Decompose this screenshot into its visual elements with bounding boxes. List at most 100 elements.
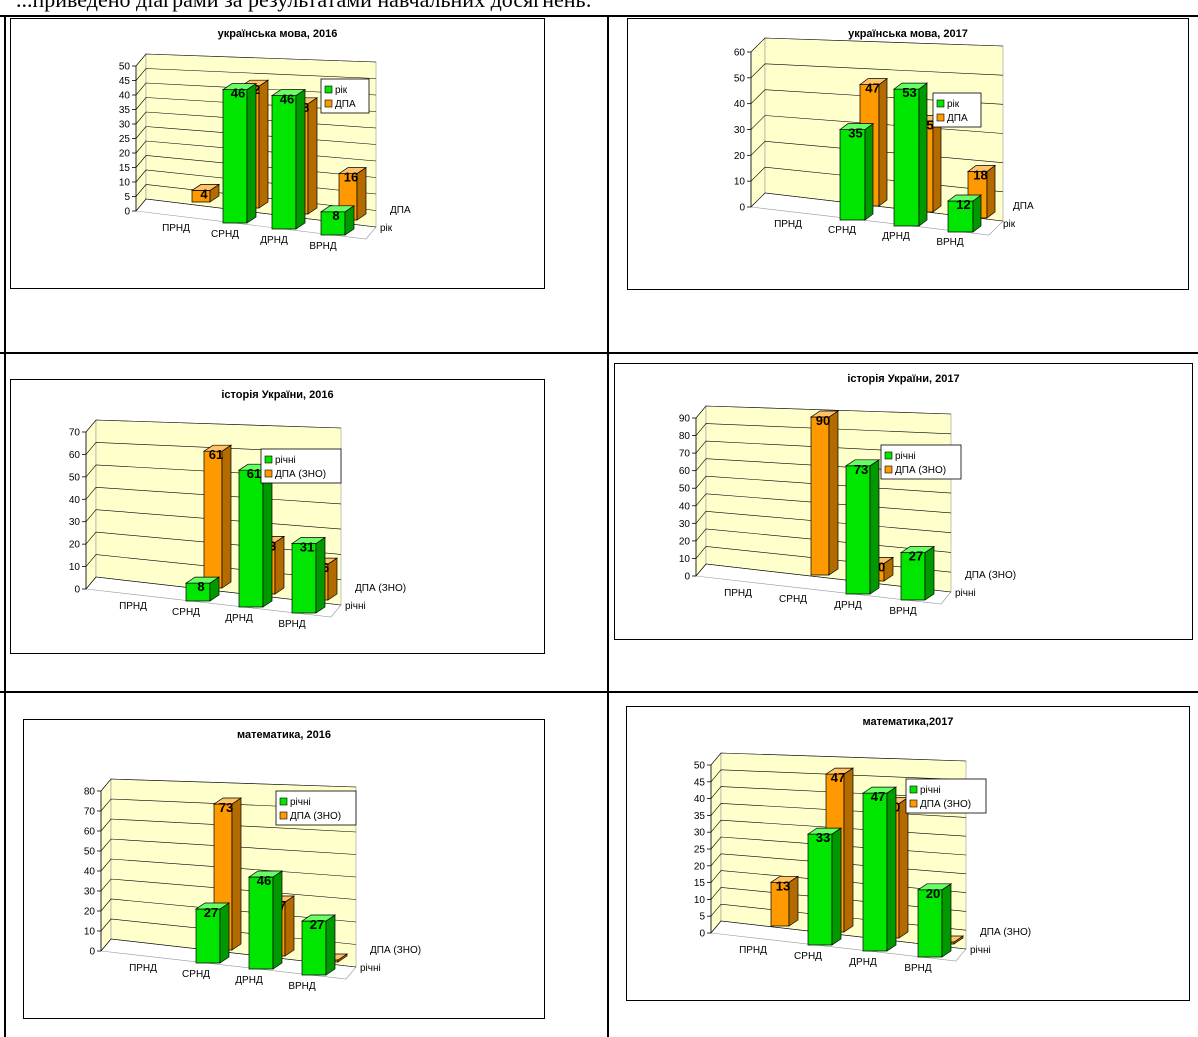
chart-math-2017: математика,2017 0 5 10 15 20 25 30 35 40 45 50 13 47 4… xyxy=(626,706,1190,1001)
bar-back-ПРНД xyxy=(769,875,800,927)
bar-side xyxy=(307,97,318,215)
y-tick-label: 45 xyxy=(694,777,706,788)
x-tick-label: ПРНД xyxy=(724,588,752,599)
data-label: 13 xyxy=(776,878,790,893)
bar-front-СРНД xyxy=(221,82,258,224)
gridline xyxy=(85,442,342,455)
y-tick-label: 25 xyxy=(694,845,706,856)
bar-side xyxy=(219,902,230,964)
legend-label: річні xyxy=(290,797,311,808)
data-label: 20 xyxy=(926,886,940,901)
y-tick-label: 10 xyxy=(734,177,746,188)
data-label: 8 xyxy=(197,579,204,594)
y-tick-label: 15 xyxy=(119,163,131,174)
data-label: 61 xyxy=(247,466,261,481)
chart-svg: українська мова, 2017 0 10 20 30 40 50 60 47 35 18… xyxy=(734,28,1034,248)
legend-box xyxy=(932,92,982,128)
legend-swatch xyxy=(884,465,893,474)
gridline xyxy=(695,440,952,454)
bar-side xyxy=(262,463,273,608)
chart-side-wall xyxy=(85,419,97,590)
y-tick-label: 20 xyxy=(694,861,706,872)
y-tick-label: 0 xyxy=(684,572,690,583)
x-tick-label: ВРНД xyxy=(889,606,917,617)
bar-front-ДРНД xyxy=(844,459,881,595)
bar-side xyxy=(878,77,888,207)
x-tick-label: ПРНД xyxy=(739,945,767,956)
bar-front-СРНД xyxy=(806,827,843,946)
data-label: 35 xyxy=(848,126,862,141)
bar-front-ВРНД xyxy=(290,536,327,614)
y-tick-label: 40 xyxy=(694,794,706,805)
bar-side xyxy=(869,459,880,595)
data-label: 27 xyxy=(909,549,923,564)
data-label: 47 xyxy=(865,81,879,96)
bar-top xyxy=(319,205,356,213)
y-tick-label: 50 xyxy=(119,62,131,73)
bar-front-ВРНД xyxy=(319,205,356,236)
gridline xyxy=(695,423,952,436)
x-tick-label: ВРНД xyxy=(904,963,932,974)
bar-top xyxy=(221,83,258,90)
depth-label: річні xyxy=(970,945,991,956)
bar-side xyxy=(272,870,283,970)
depth-label: ДПА (ЗНО) xyxy=(980,927,1031,938)
bar-face xyxy=(238,469,264,608)
bar-back-ПРНД xyxy=(190,183,221,203)
y-tick-label: 30 xyxy=(734,125,746,136)
data-label: 16 xyxy=(344,170,358,185)
x-tick-label: ДРНД xyxy=(834,600,862,611)
bar-side xyxy=(898,796,909,939)
table-border-middle xyxy=(607,15,609,1037)
y-tick-label: 30 xyxy=(679,519,691,530)
bar-side xyxy=(831,827,842,946)
legend-label: рік xyxy=(335,85,348,96)
bar-front-ДРНД xyxy=(237,463,274,608)
chart-svg: історія України, 20160102030405060706123… xyxy=(69,389,406,630)
bar-face xyxy=(807,833,833,946)
bar-front-ВРНД xyxy=(300,914,337,976)
y-tick-label: 20 xyxy=(734,151,746,162)
x-tick-label: СРНД xyxy=(211,229,239,240)
bar-side xyxy=(221,444,232,589)
y-tick-label: 70 xyxy=(679,449,691,460)
legend-box xyxy=(880,444,962,480)
y-tick-label: 60 xyxy=(734,48,746,59)
bar-side xyxy=(315,536,326,614)
y-tick-label: 70 xyxy=(84,807,96,818)
chart-title: математика, 2016 xyxy=(237,729,331,741)
data-label: 73 xyxy=(219,800,233,815)
bar-top xyxy=(337,167,368,174)
x-tick-label: ДРНД xyxy=(849,957,877,968)
data-label: 12 xyxy=(956,197,970,212)
y-tick-label: 60 xyxy=(84,827,96,838)
x-tick-label: СРНД xyxy=(172,607,200,618)
y-tick-label: 50 xyxy=(84,847,96,858)
depth-label: річні xyxy=(360,963,381,974)
bar-front-ВРНД xyxy=(946,194,983,233)
legend-label: ДПА (ЗНО) xyxy=(275,469,326,480)
depth-label: ДПА (ЗНО) xyxy=(370,945,421,956)
data-label: 27 xyxy=(204,905,218,920)
chart-title: українська мова, 2017 xyxy=(848,28,968,40)
y-tick-label: 10 xyxy=(679,554,691,565)
bar-side xyxy=(788,875,799,927)
bar-side xyxy=(843,767,854,933)
bar-front-ВРНД xyxy=(899,545,936,601)
bar-front-СРНД xyxy=(838,122,875,221)
table-border-top xyxy=(0,15,1198,17)
gridline xyxy=(695,405,952,419)
y-tick-label: 10 xyxy=(69,562,81,573)
bar-front-ДРНД xyxy=(270,88,307,230)
gridline xyxy=(100,838,357,855)
x-tick-label: ПРНД xyxy=(774,219,802,230)
bar-side xyxy=(932,114,942,213)
bar-side xyxy=(972,194,982,233)
bar-top xyxy=(838,123,875,130)
legend-box xyxy=(905,778,987,814)
document-top-text: ...приведено діаграми за результатами на… xyxy=(16,0,592,13)
bar-top xyxy=(916,883,953,891)
legend-swatch xyxy=(324,99,333,108)
bar-top xyxy=(769,875,800,883)
